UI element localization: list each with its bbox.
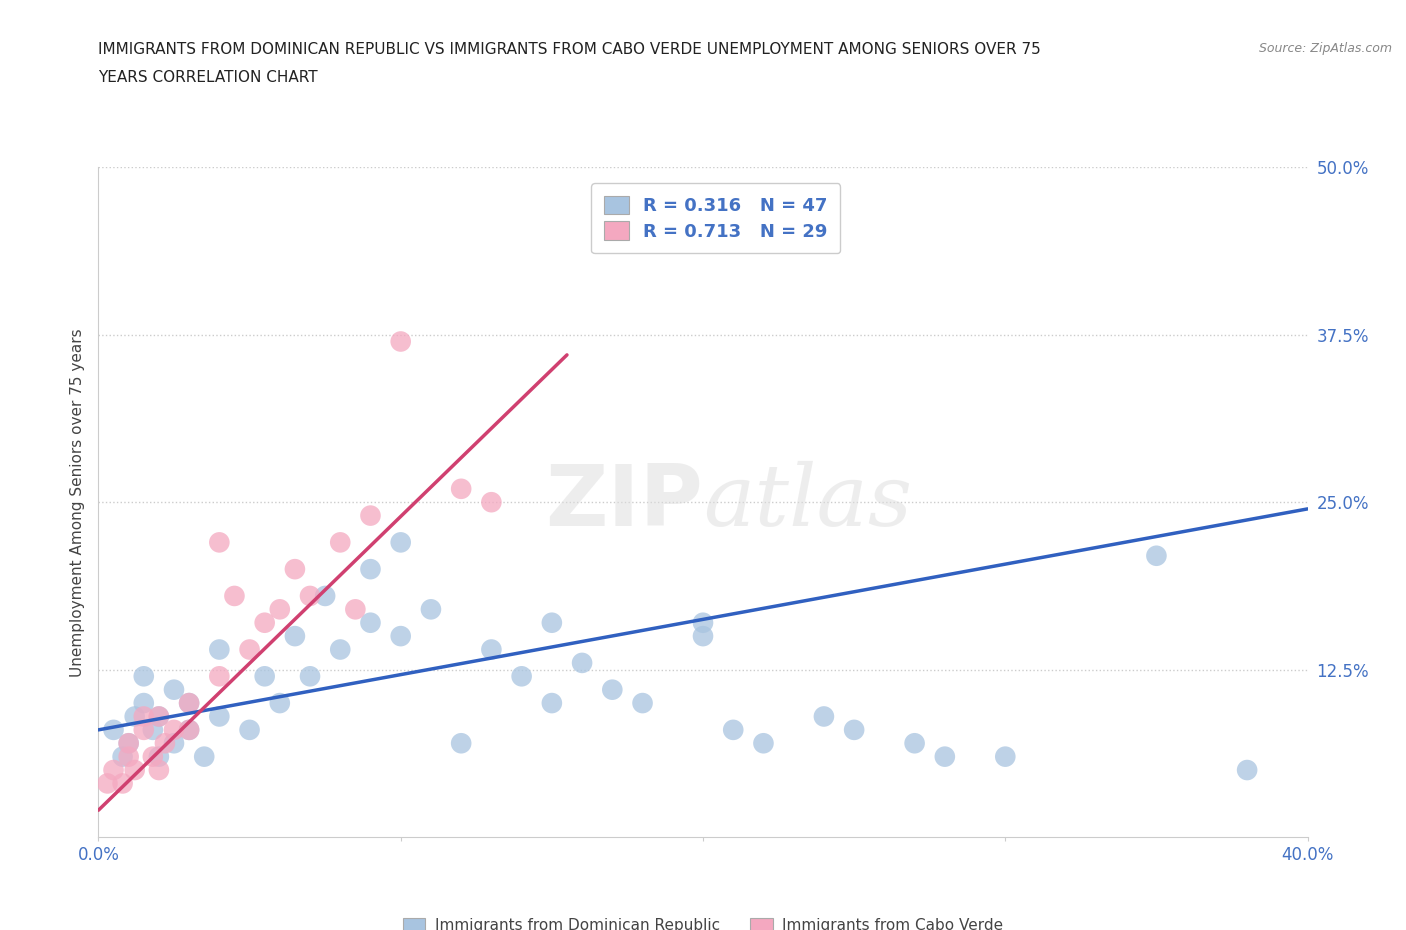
Point	[132, 669, 155, 684]
Point	[177, 723, 201, 737]
Point	[177, 696, 201, 711]
Point	[269, 696, 291, 711]
Text: YEARS CORRELATION CHART: YEARS CORRELATION CHART	[98, 70, 318, 85]
Point	[540, 696, 562, 711]
Point	[692, 616, 714, 631]
Point	[208, 669, 231, 684]
Point	[540, 616, 562, 631]
Point	[813, 709, 835, 724]
Point	[239, 642, 262, 657]
Point	[481, 642, 503, 657]
Point	[450, 736, 472, 751]
Point	[148, 709, 170, 724]
Point	[994, 750, 1017, 764]
Point	[124, 709, 146, 724]
Point	[571, 656, 593, 671]
Point	[481, 495, 503, 510]
Point	[752, 736, 775, 751]
Point	[118, 736, 141, 751]
Point	[124, 763, 146, 777]
Point	[844, 723, 866, 737]
Point	[142, 723, 165, 737]
Point	[329, 535, 352, 550]
Point	[132, 696, 155, 711]
Point	[934, 750, 956, 764]
Y-axis label: Unemployment Among Seniors over 75 years: Unemployment Among Seniors over 75 years	[69, 328, 84, 676]
Point	[389, 334, 412, 349]
Point	[142, 750, 165, 764]
Point	[103, 763, 125, 777]
Point	[148, 750, 170, 764]
Text: atlas: atlas	[703, 461, 912, 543]
Text: IMMIGRANTS FROM DOMINICAN REPUBLIC VS IMMIGRANTS FROM CABO VERDE UNEMPLOYMENT AM: IMMIGRANTS FROM DOMINICAN REPUBLIC VS IM…	[98, 42, 1042, 57]
Point	[631, 696, 654, 711]
Point	[360, 616, 382, 631]
Point	[118, 750, 141, 764]
Point	[208, 535, 231, 550]
Point	[389, 629, 412, 644]
Point	[299, 669, 322, 684]
Point	[132, 709, 155, 724]
Point	[177, 723, 201, 737]
Point	[208, 709, 231, 724]
Point	[904, 736, 927, 751]
Text: Source: ZipAtlas.com: Source: ZipAtlas.com	[1258, 42, 1392, 55]
Point	[360, 508, 382, 523]
Point	[269, 602, 291, 617]
Point	[602, 683, 624, 698]
Point	[299, 589, 322, 604]
Point	[692, 629, 714, 644]
Point	[284, 562, 307, 577]
Point	[224, 589, 246, 604]
Point	[1236, 763, 1258, 777]
Point	[163, 736, 186, 751]
Point	[419, 602, 441, 617]
Point	[103, 723, 125, 737]
Point	[132, 723, 155, 737]
Point	[253, 616, 276, 631]
Point	[177, 696, 201, 711]
Point	[118, 736, 141, 751]
Point	[253, 669, 276, 684]
Point	[389, 535, 412, 550]
Point	[329, 642, 352, 657]
Point	[111, 776, 134, 790]
Point	[208, 642, 231, 657]
Point	[450, 482, 472, 497]
Text: ZIP: ZIP	[546, 460, 703, 544]
Point	[510, 669, 533, 684]
Point	[148, 709, 170, 724]
Point	[193, 750, 215, 764]
Point	[360, 562, 382, 577]
Point	[96, 776, 118, 790]
Point	[1144, 549, 1167, 564]
Point	[153, 736, 176, 751]
Point	[314, 589, 336, 604]
Point	[721, 723, 744, 737]
Point	[111, 750, 134, 764]
Legend: Immigrants from Dominican Republic, Immigrants from Cabo Verde: Immigrants from Dominican Republic, Immi…	[396, 911, 1010, 930]
Point	[163, 723, 186, 737]
Point	[239, 723, 262, 737]
Point	[163, 683, 186, 698]
Point	[148, 763, 170, 777]
Point	[284, 629, 307, 644]
Point	[344, 602, 367, 617]
